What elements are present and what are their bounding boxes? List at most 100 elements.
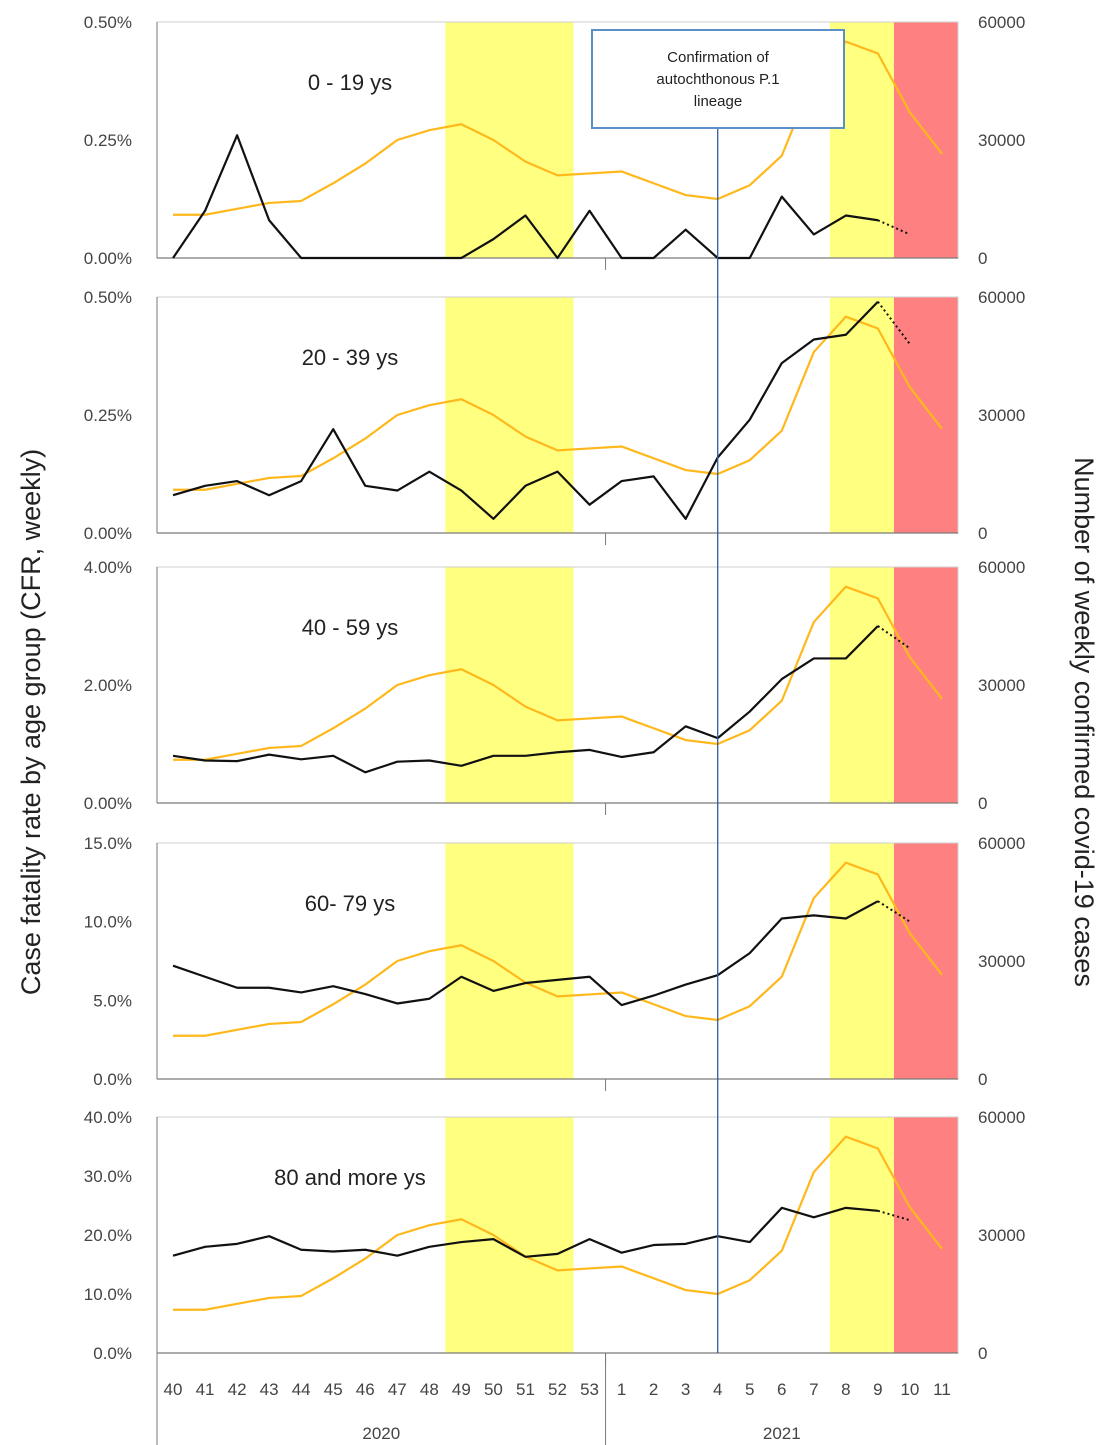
- annotation-line-1: Confirmation of: [667, 49, 770, 66]
- shaded-period-5-2: [829, 1117, 894, 1353]
- x-tick-label-11: 11: [933, 1380, 951, 1399]
- right-tick-label-4-1: 0: [978, 1070, 987, 1089]
- right-tick-label-5-1: 0: [978, 1344, 987, 1363]
- x-tick-label-44: 44: [292, 1380, 311, 1399]
- right-tick-label-4-2: 30000: [978, 952, 1025, 971]
- right-tick-label-2-3: 60000: [978, 288, 1025, 307]
- left-tick-label-4-1: 0.0%: [93, 1070, 132, 1089]
- shaded-period-2-3: [893, 297, 958, 533]
- right-tick-label-3-3: 60000: [978, 558, 1025, 577]
- cfr-projection-3: [877, 625, 911, 650]
- left-tick-label-5-1: 0.0%: [93, 1344, 132, 1363]
- annotation-box: [591, 29, 845, 129]
- right-tick-label-2-1: 0: [978, 524, 987, 543]
- x-tick-label-3: 3: [681, 1380, 690, 1399]
- shaded-period-5-1: [445, 1117, 574, 1353]
- left-tick-label-5-3: 20.0%: [84, 1226, 132, 1245]
- shaded-period-3-3: [893, 567, 958, 803]
- panel-label-4: 60- 79 ys: [305, 891, 396, 916]
- x-tick-label-10: 10: [900, 1380, 919, 1399]
- shaded-period-2-1: [445, 297, 574, 533]
- right-tick-label-1-3: 60000: [978, 13, 1025, 32]
- right-tick-label-1-2: 30000: [978, 131, 1025, 150]
- cfr-line-4: [172, 900, 879, 1007]
- left-tick-label-5-2: 10.0%: [84, 1285, 132, 1304]
- cfr-line-1: [172, 134, 879, 260]
- left-tick-label-1-1: 0.00%: [84, 249, 132, 268]
- left-tick-label-2-1: 0.00%: [84, 524, 132, 543]
- cfr-line-3: [172, 625, 879, 774]
- annotation-line-3: lineage: [694, 93, 742, 110]
- left-tick-label-4-2: 5.0%: [93, 991, 132, 1010]
- left-tick-label-3-1: 0.00%: [84, 794, 132, 813]
- cases-line-5: [173, 1135, 943, 1311]
- shaded-period-4-3: [893, 843, 958, 1079]
- right-tick-label-5-3: 60000: [978, 1108, 1025, 1127]
- left-tick-label-5-4: 30.0%: [84, 1167, 132, 1186]
- x-tick-label-48: 48: [420, 1380, 439, 1399]
- right-tick-label-5-2: 30000: [978, 1226, 1025, 1245]
- cases-line-4: [173, 861, 943, 1037]
- left-tick-label-5-5: 40.0%: [84, 1108, 132, 1127]
- x-tick-label-49: 49: [452, 1380, 471, 1399]
- cfr-line-2: [172, 300, 879, 520]
- left-tick-label-3-2: 2.00%: [84, 676, 132, 695]
- left-tick-label-2-3: 0.50%: [84, 288, 132, 307]
- left-tick-label-4-4: 15.0%: [84, 834, 132, 853]
- x-tick-label-2: 2: [649, 1380, 658, 1399]
- x-tick-label-47: 47: [388, 1380, 407, 1399]
- shaded-period-1-1: [445, 22, 574, 258]
- cfr-projection-4: [877, 900, 911, 923]
- x-tick-label-8: 8: [841, 1380, 850, 1399]
- x-tick-label-52: 52: [548, 1380, 567, 1399]
- x-tick-label-53: 53: [580, 1380, 599, 1399]
- cfr-projection-2: [877, 301, 911, 345]
- x-axis-layer: 40 41 42 43 44 45 46 47 48 49 50 51 52 53 1 2 3 4 5 6 7 8 9 10 1…: [156, 1353, 951, 1445]
- cfr-line-5: [172, 1206, 879, 1258]
- shaded-period-2-2: [829, 297, 894, 533]
- left-tick-label-2-2: 0.25%: [84, 406, 132, 425]
- panel-label-2: 20 - 39 ys: [302, 345, 399, 370]
- x-tick-label-46: 46: [356, 1380, 375, 1399]
- left-tick-label-4-3: 10.0%: [84, 913, 132, 932]
- right-tick-label-3-2: 30000: [978, 676, 1025, 695]
- x-tick-label-51: 51: [516, 1380, 535, 1399]
- panel-label-5: 80 and more ys: [274, 1165, 426, 1190]
- x-tick-label-4: 4: [713, 1380, 722, 1399]
- right-tick-label-2-2: 30000: [978, 406, 1025, 425]
- x-tick-label-42: 42: [228, 1380, 247, 1399]
- shaded-period-4-2: [829, 843, 894, 1079]
- shaded-period-3-2: [829, 567, 894, 803]
- shaded-period-4-1: [445, 843, 574, 1079]
- right-tick-label-3-1: 0: [978, 794, 987, 813]
- left-tick-label-1-3: 0.50%: [84, 13, 132, 32]
- shaded-period-5-3: [893, 1117, 958, 1353]
- shaded-period-1-3: [893, 22, 958, 258]
- cases-line-2: [173, 315, 943, 491]
- x-tick-label-7: 7: [809, 1380, 818, 1399]
- y-axis-title-left: Case fatality rate by age group (CFR, we…: [16, 449, 46, 995]
- x-tick-label-43: 43: [260, 1380, 279, 1399]
- cases-line-3: [173, 585, 943, 761]
- panel-label-1: 0 - 19 ys: [308, 70, 392, 95]
- x-tick-label-40: 40: [164, 1380, 183, 1399]
- cfr-projection-5: [877, 1209, 911, 1222]
- x-tick-label-45: 45: [324, 1380, 343, 1399]
- x-tick-label-1: 1: [617, 1380, 626, 1399]
- shaded-period-3-1: [445, 567, 574, 803]
- right-tick-label-1-1: 0: [978, 249, 987, 268]
- x-tick-label-9: 9: [873, 1380, 882, 1399]
- year-label-2: 2021: [763, 1424, 801, 1443]
- x-tick-label-6: 6: [777, 1380, 786, 1399]
- x-tick-label-5: 5: [745, 1380, 754, 1399]
- panel-label-3: 40 - 59 ys: [302, 615, 399, 640]
- annotation-line-2: autochthonous P.1: [656, 71, 779, 88]
- right-tick-label-4-3: 60000: [978, 834, 1025, 853]
- series-layer: [172, 40, 943, 1311]
- x-tick-label-50: 50: [484, 1380, 503, 1399]
- cfr-projection-1: [877, 219, 911, 236]
- annotation-layer: Confirmation of autochthonous P.1 lineage: [591, 29, 845, 1353]
- ticks-layer: 0.00% 0.25% 0.50% 0 30000 60000 0 - 19 ys 0.00%…: [84, 13, 1025, 1363]
